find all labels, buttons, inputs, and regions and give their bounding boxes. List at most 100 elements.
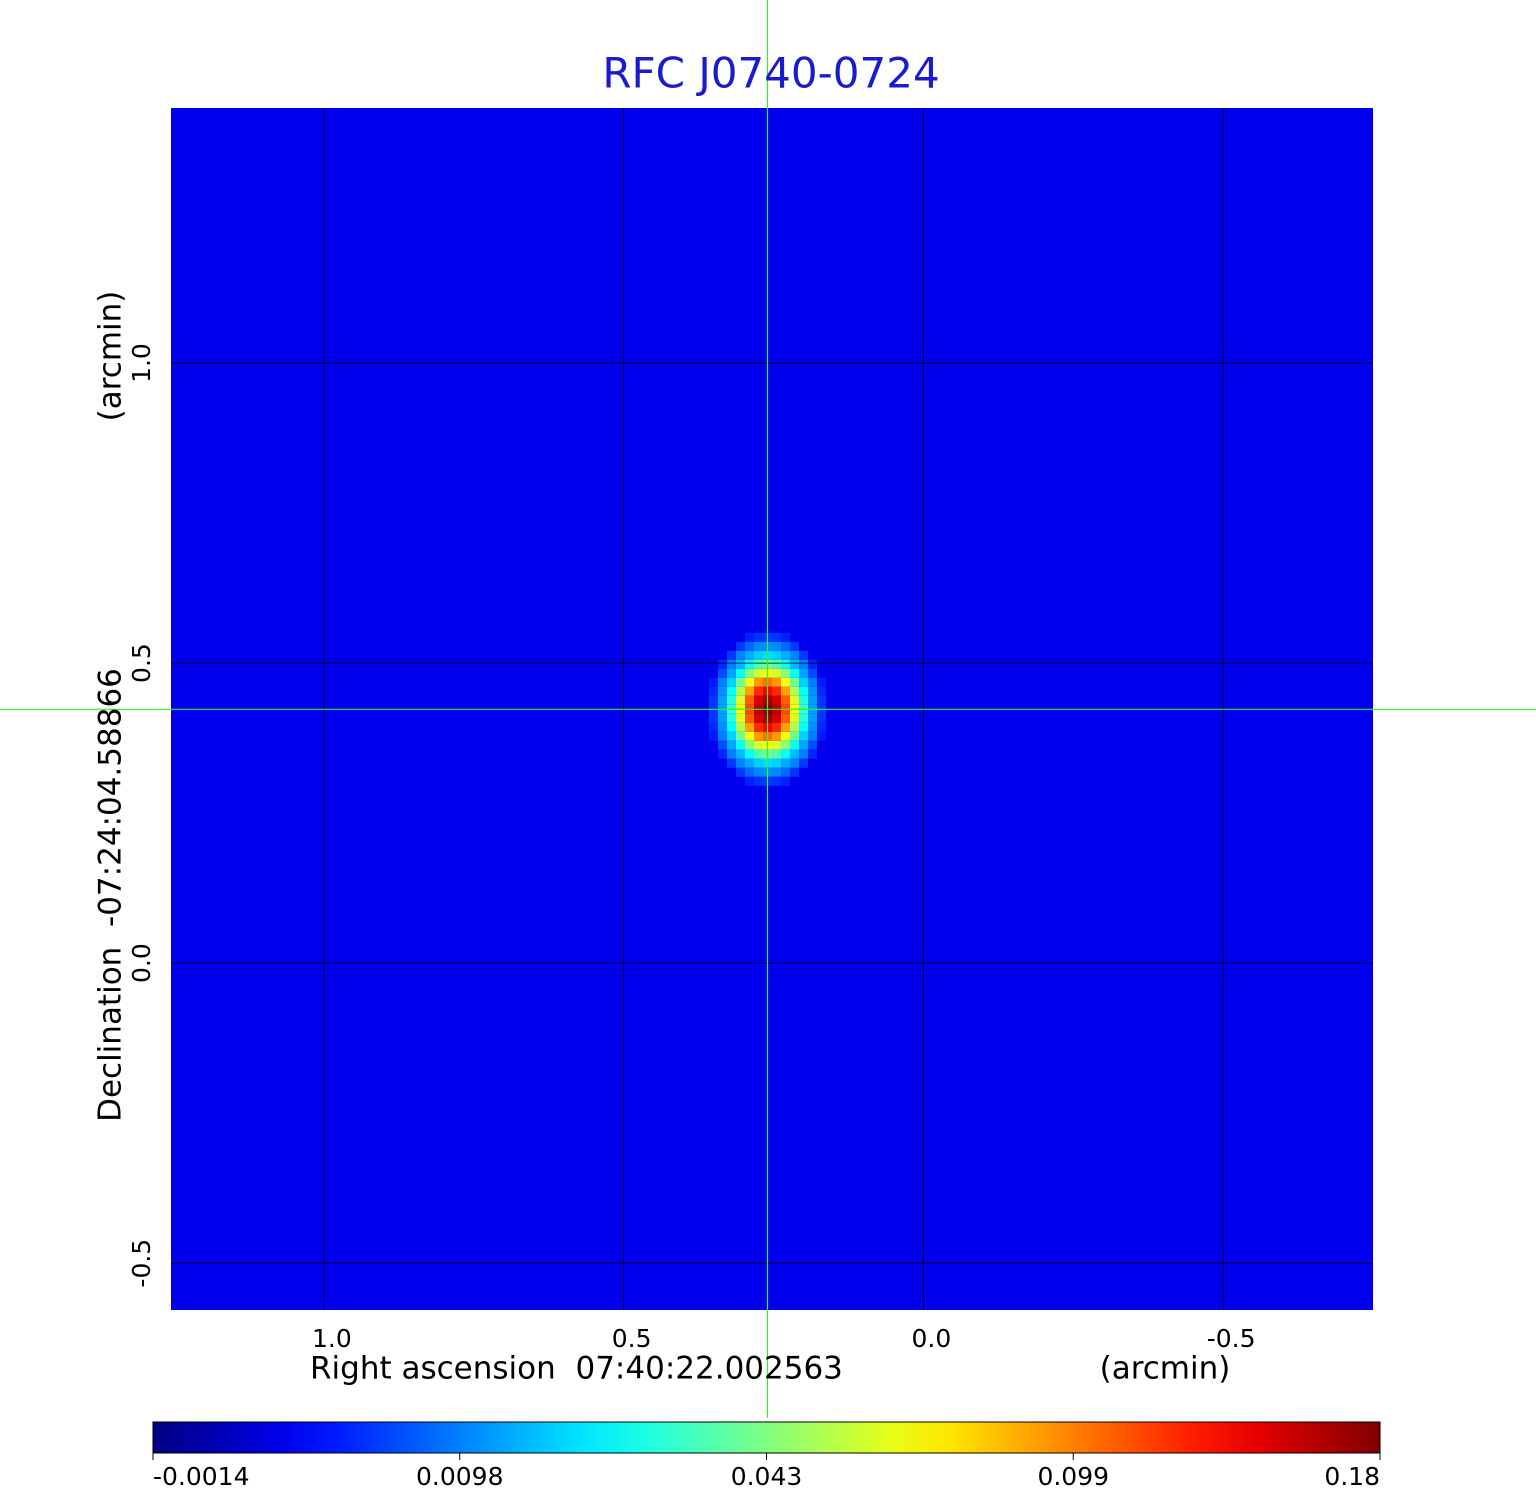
image-pixel bbox=[754, 677, 764, 687]
image-pixel bbox=[745, 641, 755, 651]
image-pixel bbox=[727, 677, 737, 687]
colorbar-tick-label: -0.0014 bbox=[153, 1462, 250, 1491]
image-pixel bbox=[790, 767, 800, 777]
image-pixel bbox=[790, 641, 800, 651]
image-pixel bbox=[736, 695, 746, 705]
image-pixel bbox=[799, 713, 809, 723]
image-pixel bbox=[790, 659, 800, 669]
image-pixel bbox=[754, 659, 764, 669]
image-pixel bbox=[781, 668, 791, 678]
image-pixel bbox=[781, 695, 791, 705]
y-axis-unit: (arcmin) bbox=[93, 291, 129, 422]
image-pixel bbox=[799, 758, 809, 768]
image-pixel bbox=[790, 695, 800, 705]
image-pixel bbox=[754, 740, 764, 750]
image-pixel bbox=[745, 659, 755, 669]
image-pixel bbox=[727, 731, 737, 741]
image-pixel bbox=[817, 695, 827, 705]
image-pixel bbox=[799, 731, 809, 741]
image-pixel bbox=[745, 722, 755, 732]
image-pixel bbox=[790, 650, 800, 660]
image-pixel bbox=[808, 749, 818, 759]
image-pixel bbox=[709, 686, 719, 696]
image-pixel bbox=[718, 722, 728, 732]
image-pixel bbox=[772, 722, 782, 732]
image-pixel bbox=[709, 695, 719, 705]
image-pixel bbox=[745, 650, 755, 660]
image-pixel bbox=[718, 731, 728, 741]
image-pixel bbox=[781, 767, 791, 777]
image-pixel bbox=[772, 731, 782, 741]
colorbar-tick-label: 0.18 bbox=[1324, 1462, 1380, 1491]
image-pixel bbox=[727, 740, 737, 750]
image-pixel bbox=[745, 677, 755, 687]
image-pixel bbox=[808, 677, 818, 687]
image-pixel bbox=[745, 767, 755, 777]
image-pixel bbox=[817, 731, 827, 741]
x-axis-unit: (arcmin) bbox=[1100, 1351, 1231, 1387]
image-pixel bbox=[772, 641, 782, 651]
image-pixel bbox=[754, 713, 764, 723]
image-pixel bbox=[754, 722, 764, 732]
image-pixel bbox=[754, 641, 764, 651]
image-pixel bbox=[727, 713, 737, 723]
image-pixel bbox=[772, 695, 782, 705]
image-pixel bbox=[727, 758, 737, 768]
y-tick-label: -0.5 bbox=[127, 1239, 156, 1288]
image-pixel bbox=[736, 659, 746, 669]
image-pixel bbox=[772, 686, 782, 696]
image-pixel bbox=[718, 668, 728, 678]
image-pixel bbox=[745, 749, 755, 759]
image-pixel bbox=[808, 722, 818, 732]
image-pixel bbox=[772, 740, 782, 750]
image-pixel bbox=[781, 776, 791, 786]
image-pixel bbox=[718, 659, 728, 669]
colorbar-tick-label: 0.0098 bbox=[416, 1462, 503, 1491]
image-pixel bbox=[736, 749, 746, 759]
image-pixel bbox=[736, 740, 746, 750]
image-pixel bbox=[781, 713, 791, 723]
image-pixel bbox=[736, 722, 746, 732]
image-pixel bbox=[745, 713, 755, 723]
image-pixel bbox=[772, 677, 782, 687]
image-pixel bbox=[736, 767, 746, 777]
x-tick-label: 0.5 bbox=[612, 1324, 652, 1353]
image-pixel bbox=[736, 731, 746, 741]
image-pixel bbox=[754, 767, 764, 777]
image-pixel bbox=[817, 686, 827, 696]
image-pixel bbox=[790, 758, 800, 768]
image-pixel bbox=[772, 650, 782, 660]
image-pixel bbox=[799, 722, 809, 732]
image-pixel bbox=[745, 632, 755, 642]
image-pixel bbox=[745, 686, 755, 696]
image-pixel bbox=[727, 650, 737, 660]
image-pixel bbox=[736, 677, 746, 687]
x-axis-label: Right ascension 07:40:22.002563 bbox=[310, 1351, 843, 1387]
image-pixel bbox=[817, 722, 827, 732]
image-pixel bbox=[799, 749, 809, 759]
image-pixel bbox=[817, 713, 827, 723]
image-pixel bbox=[790, 668, 800, 678]
image-pixel bbox=[736, 668, 746, 678]
image-pixel bbox=[790, 677, 800, 687]
image-pixel bbox=[817, 677, 827, 687]
image-pixel bbox=[718, 713, 728, 723]
image-pixel bbox=[754, 758, 764, 768]
image-pixel bbox=[781, 758, 791, 768]
image-pixel bbox=[736, 758, 746, 768]
image-pixel bbox=[790, 686, 800, 696]
image-pixel bbox=[754, 749, 764, 759]
image-pixel bbox=[808, 731, 818, 741]
image-pixel bbox=[727, 695, 737, 705]
image-pixel bbox=[754, 632, 764, 642]
image-pixel bbox=[754, 776, 764, 786]
image-pixel bbox=[772, 767, 782, 777]
image-pixel bbox=[709, 722, 719, 732]
image-pixel bbox=[772, 713, 782, 723]
image-pixel bbox=[736, 686, 746, 696]
image-pixel bbox=[799, 695, 809, 705]
image-pixel bbox=[781, 740, 791, 750]
image-pixel bbox=[790, 731, 800, 741]
image-pixel bbox=[727, 668, 737, 678]
